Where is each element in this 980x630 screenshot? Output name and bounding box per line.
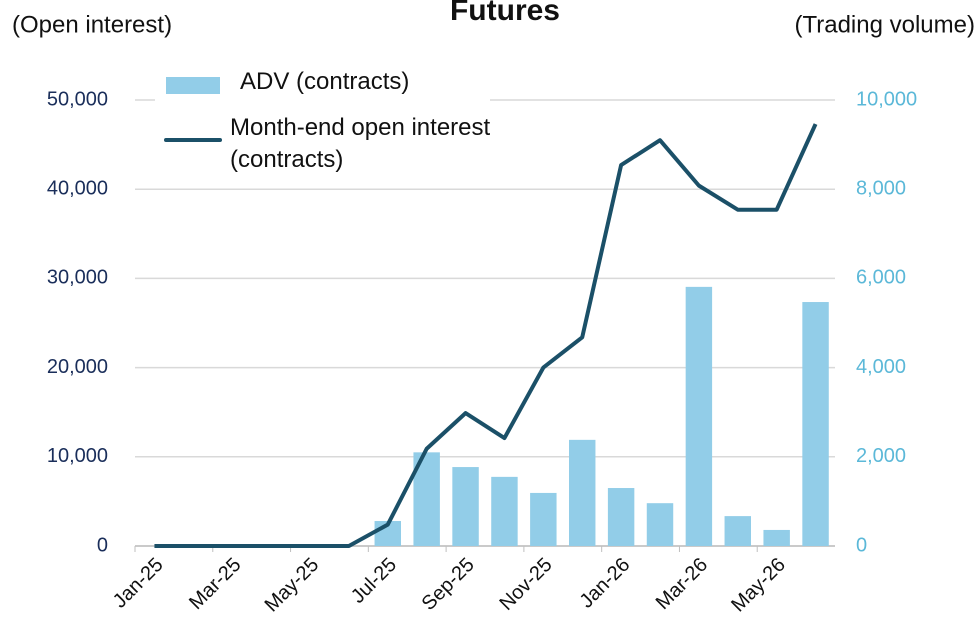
legend-label: Month-end open interest (contracts) — [230, 114, 491, 173]
y-tick-label: 0 — [97, 534, 108, 556]
y-tick-label: 10,000 — [47, 445, 108, 467]
bar — [763, 529, 790, 546]
y2-tick-label: 4,000 — [856, 356, 906, 378]
x-tick-label: Jan-26 — [576, 554, 635, 613]
y2-tick-label: 6,000 — [856, 267, 906, 289]
x-tick-label: Sep-25 — [418, 554, 479, 615]
y2-tick-label: 10,000 — [856, 88, 917, 110]
x-tick-label: Jan-25 — [109, 554, 168, 613]
x-tick-label: May-25 — [261, 554, 324, 617]
bar — [607, 488, 635, 546]
x-tick-label: Mar-26 — [652, 554, 712, 614]
bar — [802, 302, 829, 546]
legend-swatch — [166, 77, 220, 94]
bar — [685, 286, 713, 546]
x-tick-label: Mar-25 — [185, 554, 245, 614]
bar — [491, 476, 518, 546]
y2-tick-label: 0 — [856, 534, 867, 556]
y2-tick-label: 8,000 — [856, 177, 906, 199]
bar — [724, 516, 751, 546]
bar — [646, 503, 674, 546]
x-tick-label: Nov-25 — [495, 554, 556, 615]
bar — [569, 439, 596, 546]
y-tick-label: 20,000 — [47, 356, 108, 378]
x-tick-label: Jul-25 — [347, 554, 401, 608]
y-tick-label: 30,000 — [47, 267, 108, 289]
legend-label: ADV (contracts) — [240, 68, 410, 95]
bar — [452, 467, 479, 546]
y2-tick-label: 2,000 — [856, 445, 906, 467]
chart-title: Futures — [450, 0, 560, 27]
x-tick-label: May-26 — [727, 554, 790, 617]
y-tick-label: 40,000 — [47, 177, 108, 199]
bar — [530, 492, 557, 546]
y-axis-title: (Open interest) — [12, 11, 172, 38]
line — [154, 123, 818, 548]
y-tick-label: 50,000 — [47, 88, 108, 110]
y2-axis-title: (Trading volume) — [794, 11, 975, 38]
